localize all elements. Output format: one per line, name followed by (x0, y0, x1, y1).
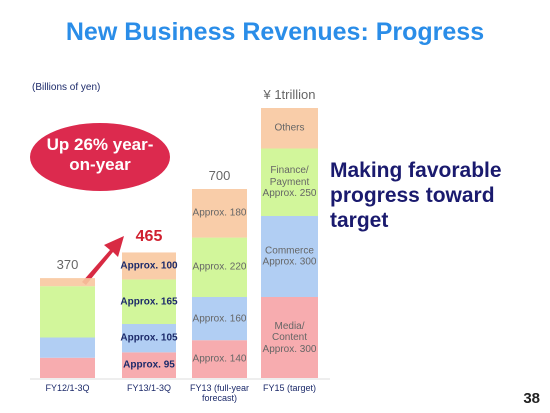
segment-label: Others (274, 122, 305, 134)
slide-title: New Business Revenues: Progress (65, 18, 485, 46)
segment-label: Approx. 140 (192, 353, 247, 365)
bar-segment (122, 279, 176, 324)
total-label: ¥ 1trillion (263, 87, 316, 102)
segment-label: Approx. 95 (123, 359, 175, 371)
growth-badge (30, 123, 170, 191)
bar-segment (40, 278, 95, 287)
total-label: 465 (135, 228, 163, 246)
segment-label: Commerce Approx. 300 (262, 245, 317, 268)
page-number: 38 (523, 390, 540, 407)
x-tick-label: FY12/1-3Q (45, 383, 90, 393)
bar-segment (122, 352, 176, 378)
bar-segment (40, 337, 95, 358)
bar-segment (122, 252, 176, 280)
bar-segment (40, 286, 95, 338)
segment-label: Approx. 105 (120, 332, 178, 344)
bar-segment (122, 324, 176, 353)
segment-label: Approx. 220 (192, 261, 247, 273)
growth-arrow (82, 236, 124, 285)
bar-segment (261, 216, 318, 297)
x-tick-label: FY13 (full-year forecast) (189, 383, 250, 404)
total-label: 700 (208, 168, 231, 183)
segment-label: Media/ Content Approx. 300 (262, 320, 317, 355)
segment-label: Approx. 180 (192, 207, 247, 219)
bar-segment (261, 297, 318, 378)
bar-segment (261, 148, 318, 216)
segment-label: Approx. 160 (192, 312, 247, 324)
bar-segment (261, 108, 318, 149)
message-annotation: Making favorable progress toward target (330, 159, 502, 233)
x-tick-label: FY15 (target) (262, 383, 317, 393)
bar-segment (192, 340, 247, 378)
bar-segment (192, 189, 247, 238)
bar-segment (192, 297, 247, 341)
bar-segment (40, 357, 95, 378)
x-tick-label: FY13/1-3Q (126, 383, 172, 393)
unit-label: (Billions of yen) (32, 82, 101, 93)
segment-label: Finance/ Payment Approx. 250 (262, 165, 317, 199)
segment-label: Approx. 165 (120, 295, 178, 307)
segment-label: Approx. 100 (120, 260, 178, 272)
bar-segment (192, 237, 247, 297)
growth-annotation: Up 26% year-on-year (46, 135, 154, 175)
total-label: 370 (56, 257, 79, 273)
